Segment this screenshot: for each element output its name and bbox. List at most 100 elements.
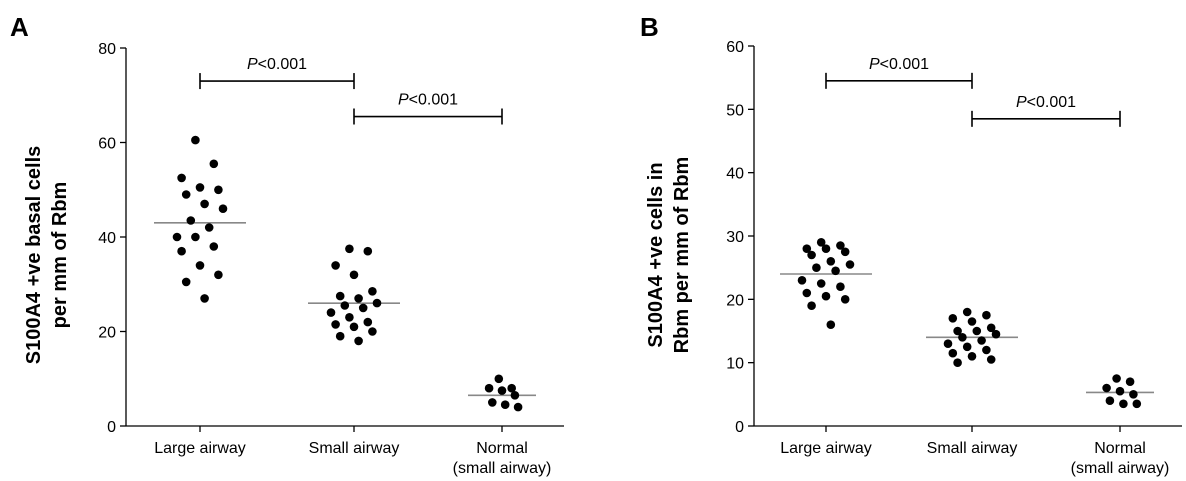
x-tick-label-line: Small airway bbox=[927, 440, 1018, 457]
data-point bbox=[797, 276, 807, 285]
y-axis-title: S100A4 +ve cells in Rbm per mm of Rbm bbox=[645, 157, 693, 354]
y-tick-label: 30 bbox=[726, 229, 744, 246]
y-tick-label: 60 bbox=[726, 39, 744, 56]
data-point bbox=[840, 247, 850, 257]
data-point bbox=[967, 352, 977, 361]
data-point bbox=[186, 216, 196, 225]
y-tick-label: 40 bbox=[726, 166, 744, 183]
data-point bbox=[1105, 396, 1115, 406]
y-axis-title: S100A4 +ve basal cells per mm of Rbm bbox=[23, 146, 71, 365]
x-tick-label: Large airway bbox=[154, 440, 246, 457]
data-point bbox=[214, 185, 223, 195]
y-axis-title-line: S100A4 +ve cells in bbox=[645, 162, 667, 347]
data-point bbox=[977, 336, 986, 345]
data-point bbox=[821, 244, 831, 253]
x-tick-label-line: Normal bbox=[1094, 440, 1146, 457]
data-point bbox=[195, 261, 205, 270]
data-point bbox=[191, 232, 200, 242]
data-point bbox=[484, 383, 494, 393]
data-point bbox=[812, 263, 821, 273]
data-point bbox=[488, 398, 497, 407]
x-tick-label-line: (small airway) bbox=[1071, 460, 1170, 477]
data-point bbox=[372, 298, 382, 308]
data-point bbox=[826, 320, 836, 330]
data-point bbox=[218, 204, 228, 213]
data-point bbox=[204, 223, 214, 232]
data-point bbox=[836, 282, 845, 292]
data-point bbox=[345, 244, 354, 254]
x-tick-label-line: (small airway) bbox=[453, 460, 552, 477]
y-tick-label: 0 bbox=[735, 419, 744, 436]
data-point bbox=[368, 327, 377, 336]
data-point bbox=[986, 323, 996, 333]
p-value-label: P<0.001 bbox=[398, 92, 458, 109]
p-value-suffix: <0.001 bbox=[880, 56, 929, 73]
y-tick-label: 10 bbox=[726, 356, 744, 373]
data-point bbox=[962, 342, 972, 352]
data-point bbox=[982, 345, 991, 355]
data-point bbox=[840, 295, 850, 304]
data-point bbox=[354, 294, 363, 303]
data-point bbox=[802, 288, 812, 298]
data-point bbox=[1129, 390, 1138, 399]
y-axis-title-line: S100A4 +ve basal cells bbox=[23, 146, 45, 365]
data-point bbox=[494, 374, 504, 384]
data-point bbox=[326, 308, 336, 317]
data-point bbox=[345, 313, 354, 322]
data-point bbox=[1132, 399, 1142, 409]
data-point bbox=[831, 266, 840, 276]
x-tick-label: Small airway bbox=[927, 440, 1018, 457]
data-point bbox=[368, 287, 377, 296]
x-tick-label: Normal (small airway) bbox=[1071, 440, 1170, 477]
data-point bbox=[209, 242, 219, 251]
data-point bbox=[972, 326, 982, 336]
data-point bbox=[982, 310, 991, 320]
data-point bbox=[943, 339, 953, 349]
data-point bbox=[948, 348, 958, 358]
data-point bbox=[513, 402, 523, 412]
x-tick-label: Small airway bbox=[309, 440, 400, 457]
y-tick-label: 40 bbox=[98, 230, 116, 247]
data-point bbox=[500, 400, 510, 410]
y-tick-label: 50 bbox=[726, 102, 744, 119]
data-point bbox=[845, 260, 855, 269]
chart-panel-b: B S100A4 +ve cells in Rbm per mm of Rbm 0 10… bbox=[640, 12, 1182, 477]
data-point bbox=[507, 383, 516, 393]
data-point bbox=[953, 326, 962, 336]
p-value-suffix: <0.001 bbox=[258, 56, 307, 73]
data-point bbox=[209, 159, 219, 169]
data-point bbox=[214, 270, 223, 280]
data-point bbox=[195, 183, 205, 192]
data-point bbox=[349, 322, 359, 332]
data-point bbox=[1125, 377, 1135, 387]
p-value-suffix: <0.001 bbox=[409, 92, 458, 109]
data-point bbox=[200, 294, 209, 303]
data-point bbox=[340, 301, 350, 310]
data-point bbox=[172, 232, 182, 242]
data-point bbox=[991, 329, 1001, 339]
data-point bbox=[1102, 383, 1111, 393]
y-tick-label: 0 bbox=[107, 419, 116, 436]
p-value-prefix: P bbox=[247, 56, 258, 73]
data-point bbox=[1115, 386, 1125, 396]
data-point bbox=[191, 135, 200, 145]
data-point bbox=[953, 358, 962, 368]
y-tick-label: 20 bbox=[98, 325, 116, 342]
data-point bbox=[363, 246, 373, 256]
panel-letter: B bbox=[640, 12, 659, 42]
p-value-prefix: P bbox=[398, 92, 409, 109]
p-value-label: P<0.001 bbox=[1016, 94, 1076, 111]
p-value-prefix: P bbox=[869, 56, 880, 73]
p-value-label: P<0.001 bbox=[247, 56, 307, 73]
data-point bbox=[816, 238, 826, 247]
data-point bbox=[335, 331, 345, 341]
data-point bbox=[962, 307, 972, 317]
data-point bbox=[948, 314, 958, 323]
x-tick-label: Normal (small airway) bbox=[453, 440, 552, 477]
data-point bbox=[358, 303, 368, 313]
data-point bbox=[1119, 399, 1128, 409]
p-value-suffix: <0.001 bbox=[1027, 94, 1076, 111]
data-point bbox=[967, 317, 977, 326]
data-point bbox=[836, 241, 845, 250]
